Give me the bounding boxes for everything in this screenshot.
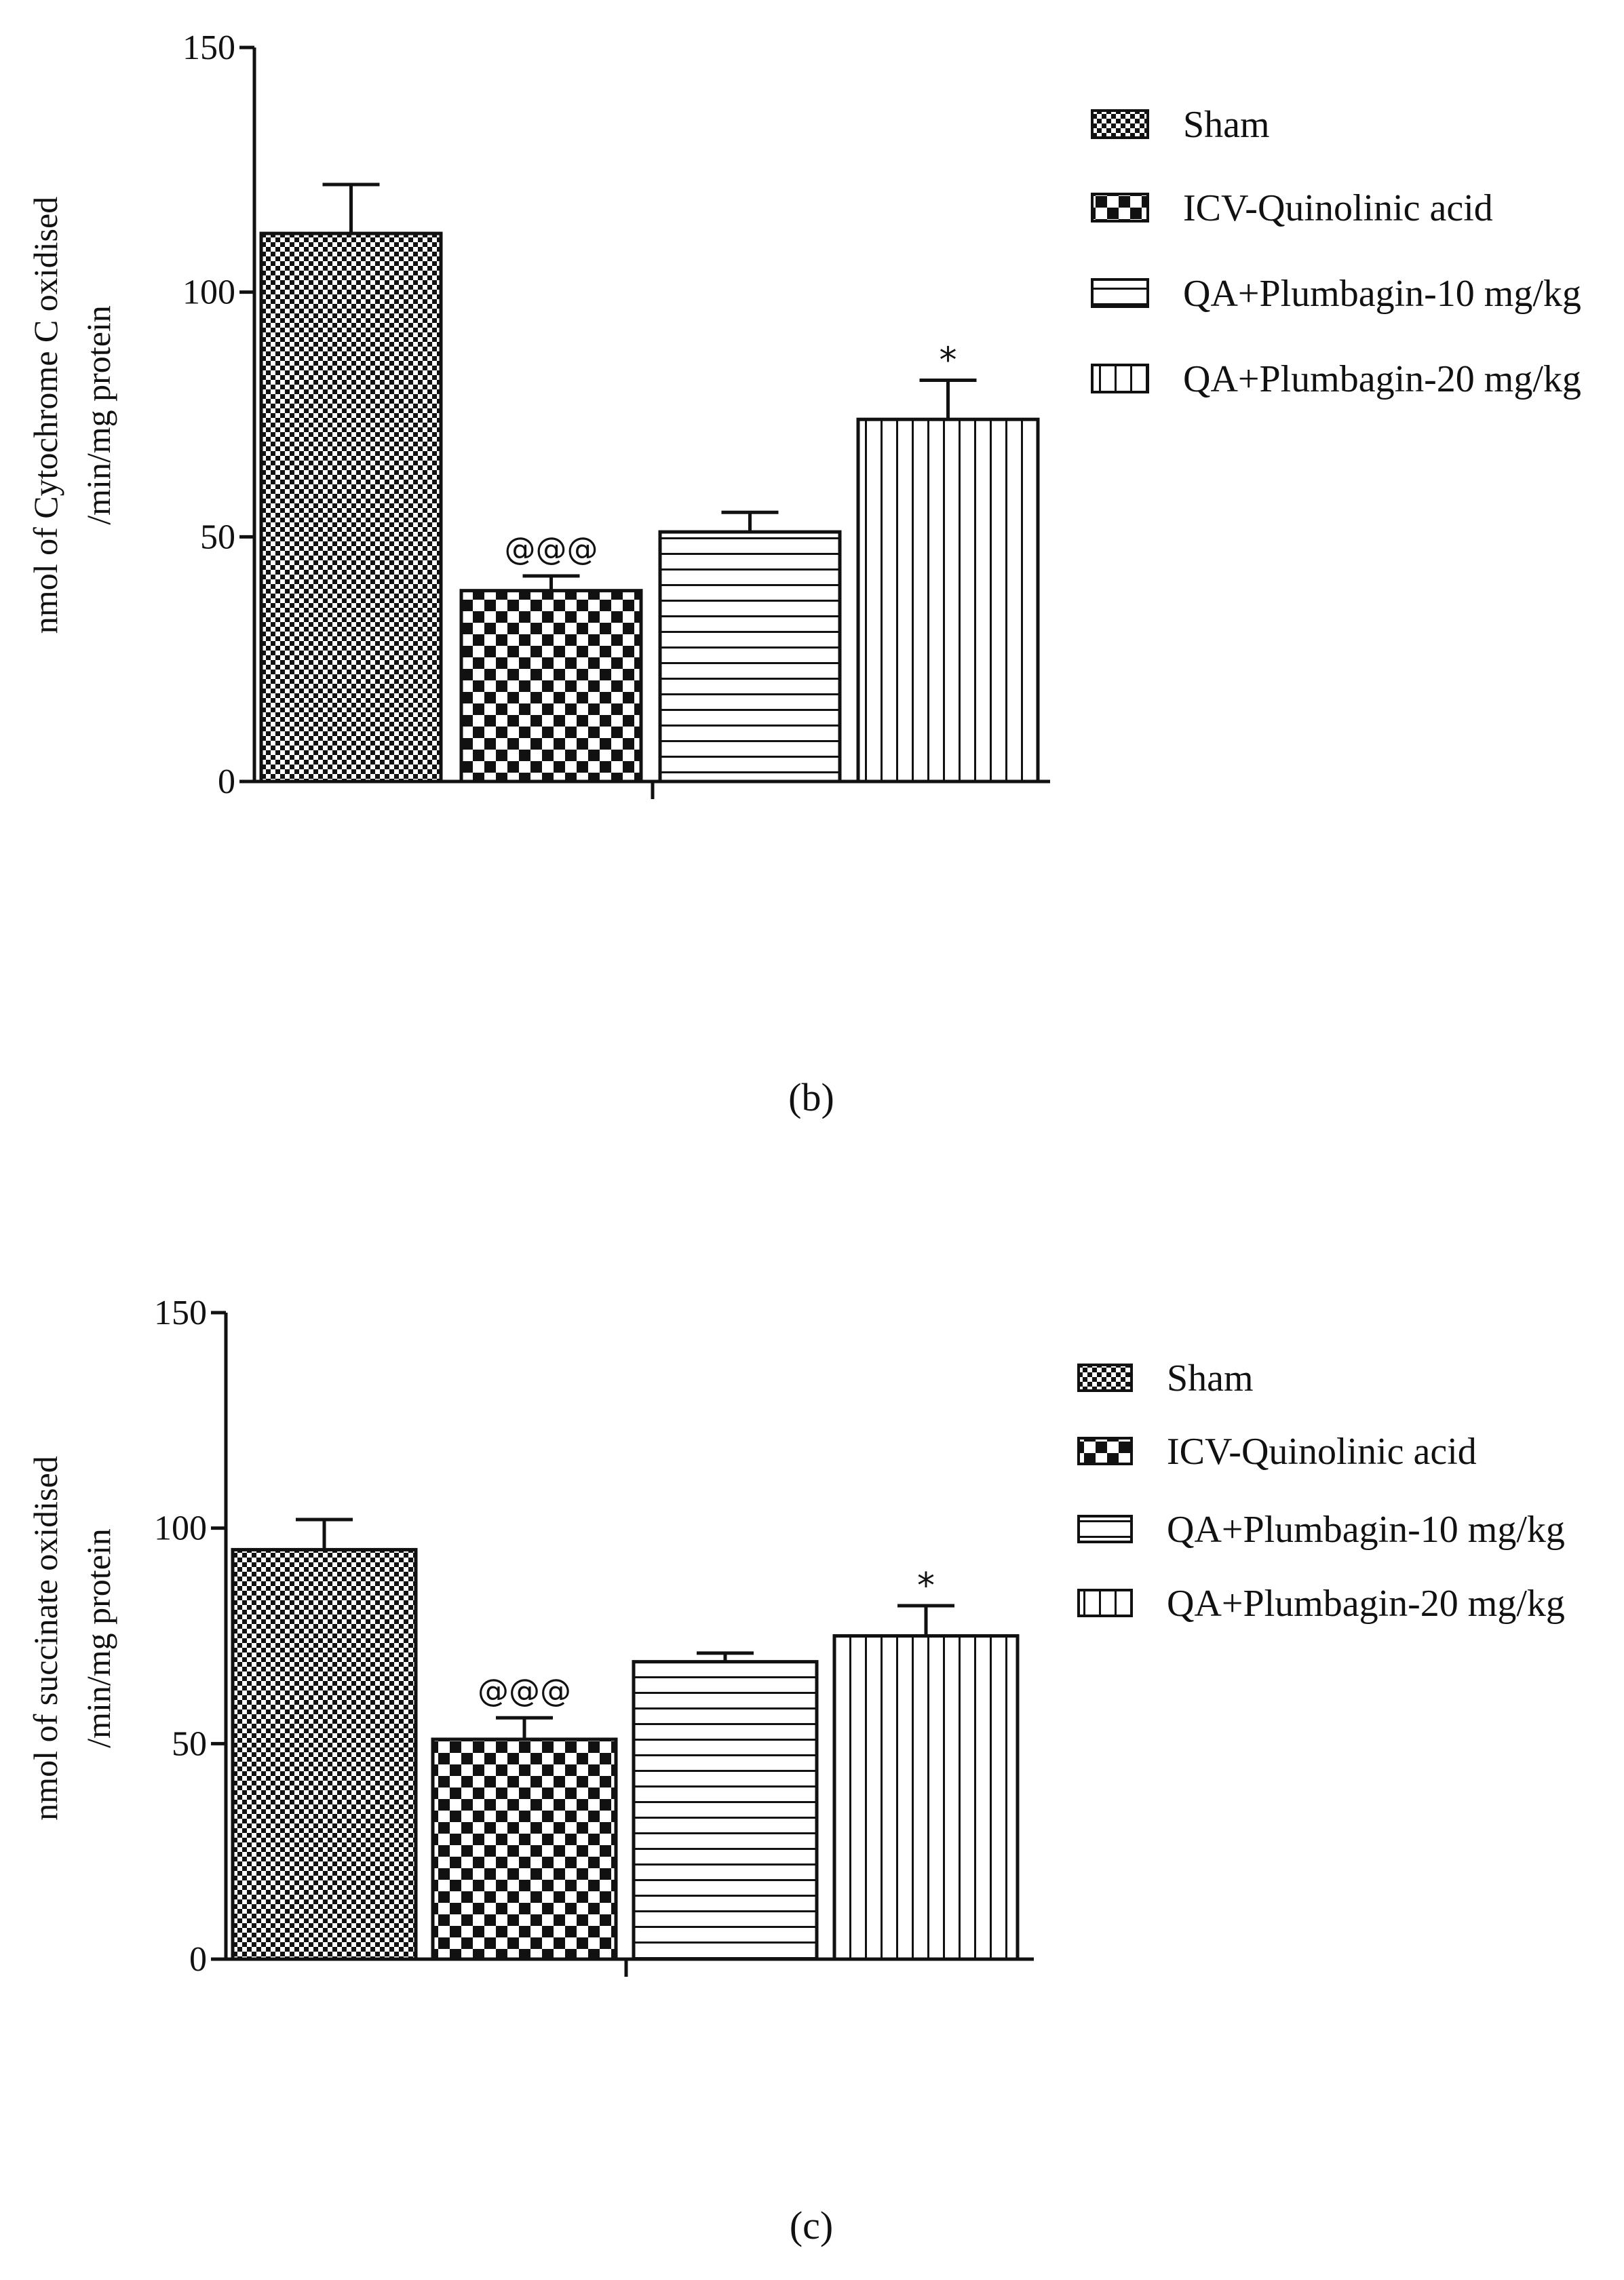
y-tick-label: 150 [182, 28, 235, 67]
legend-label-1: Sham [1183, 104, 1270, 146]
significance-label-4: * [940, 341, 957, 381]
legend-swatch-3 [1077, 1515, 1133, 1543]
y-axis-label-line: /min/mg protein [79, 1528, 117, 1748]
chart-panel-c: nmol of succinate oxidised/min/mg protei… [26, 1294, 1565, 1979]
chart-panel-b: nmol of Cytochrome C oxidised/min/mg pro… [26, 28, 1581, 801]
legend-swatch-4 [1091, 364, 1149, 393]
y-axis-label: nmol of Cytochrome C oxidised/min/mg pro… [26, 197, 117, 634]
y-axis-label-line: nmol of Cytochrome C oxidised [26, 197, 64, 634]
y-axis-label-line: nmol of succinate oxidised [26, 1456, 64, 1820]
panel-label-c: (c) [790, 2203, 833, 2247]
significance-label-2: @@@ [505, 530, 598, 567]
legend-swatch-1 [1091, 109, 1149, 139]
bar-4 [856, 417, 1040, 784]
panel-label-c-text: (c) [790, 2203, 833, 2247]
y-tick-label: 50 [172, 1724, 207, 1763]
legend-label-3: QA+Plumbagin-10 mg/kg [1183, 273, 1581, 315]
legend-swatch-2 [1091, 193, 1149, 223]
legend-label-2: ICV-Quinolinic acid [1167, 1431, 1477, 1473]
legend-label-4: QA+Plumbagin-20 mg/kg [1167, 1583, 1565, 1625]
bar-1 [259, 231, 443, 784]
bar-4 [832, 1634, 1020, 1961]
legend-label-3: QA+Plumbagin-10 mg/kg [1167, 1509, 1565, 1551]
bar-3 [632, 1660, 819, 1961]
panel-label-b: (b) [788, 1075, 834, 1119]
legend: Sham ICV-Quinolinic acid QA+Plumbagin-10 m… [1077, 1357, 1565, 1625]
legend-label-2: ICV-Quinolinic acid [1183, 187, 1493, 229]
y-tick-label: 50 [200, 518, 235, 556]
legend-swatch-4 [1077, 1589, 1133, 1617]
legend-swatch-1 [1077, 1364, 1133, 1392]
legend-label-4: QA+Plumbagin-20 mg/kg [1183, 358, 1581, 400]
y-axis-label: nmol of succinate oxidised/min/mg protei… [26, 1456, 117, 1820]
panel-label-b-text: (b) [788, 1075, 834, 1119]
y-tick-label: 100 [154, 1509, 207, 1548]
y-axis-label-line: /min/mg protein [79, 305, 117, 525]
bar-2 [431, 1737, 618, 1961]
y-tick-label: 0 [218, 762, 235, 801]
y-tick-label: 150 [154, 1294, 207, 1332]
legend-swatch-2 [1077, 1437, 1133, 1465]
y-tick-label: 0 [189, 1940, 207, 1979]
legend-swatch-3 [1091, 278, 1149, 308]
significance-label-2: @@@ [478, 1672, 571, 1709]
significance-label-4: * [917, 1566, 935, 1606]
bar-1 [231, 1547, 418, 1961]
bar-3 [658, 530, 842, 784]
bar-2 [459, 589, 643, 784]
legend-label-1: Sham [1167, 1357, 1254, 1399]
legend: Sham ICV-Quinolinic acid QA+Plumbagin-10 m… [1091, 104, 1581, 400]
y-tick-label: 100 [182, 273, 235, 312]
